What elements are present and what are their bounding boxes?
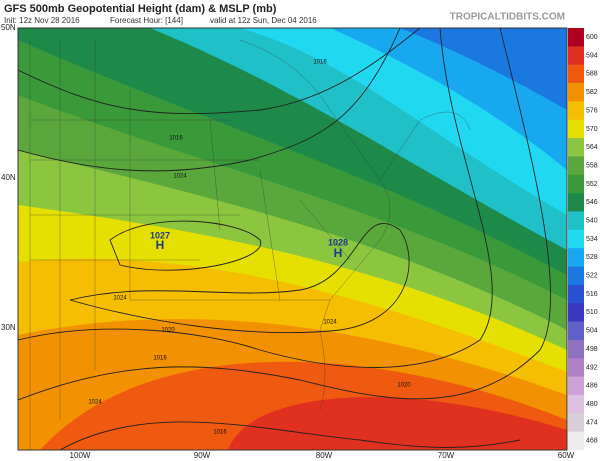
- colorbar-swatch: [568, 174, 584, 194]
- isobar-label: 1020: [161, 328, 175, 334]
- site: TROPICALTIDBITS.COM: [450, 12, 565, 23]
- isobar-label: 1016: [153, 356, 167, 362]
- band: [228, 397, 567, 450]
- colorbar-label: 504: [586, 328, 598, 335]
- colorbar-label: 582: [586, 89, 598, 96]
- colorbar-label: 468: [586, 438, 598, 445]
- colorbar-swatch: [568, 46, 584, 65]
- high-pressure: 1028: [328, 237, 348, 247]
- high-symbol: H: [156, 238, 165, 252]
- colorbar-swatch: [568, 193, 584, 212]
- colorbar-swatch: [568, 376, 584, 396]
- isobar-label: 1024: [113, 296, 127, 302]
- colorbar-swatch: [568, 394, 584, 414]
- title: GFS 500mb Geopotential Height (dam) & MS…: [4, 3, 277, 15]
- colorbar-label: 588: [586, 71, 598, 78]
- colorbar-swatch: [568, 156, 584, 176]
- high-pressure: 1027: [150, 230, 170, 240]
- colorbar-swatch: [568, 211, 584, 231]
- lon-label: 80W: [316, 451, 333, 460]
- colorbar: 600 594 588 582 576 570 564 558 552 546 540 534 528 5…: [568, 28, 598, 451]
- height-field: [18, 28, 567, 450]
- map-frame: [17, 27, 568, 451]
- colorbar-label: 492: [586, 364, 598, 371]
- isobar-label: 1016: [169, 136, 183, 142]
- lon-label: 90W: [194, 451, 211, 460]
- longitude-labels: 100W 90W 80W 70W 60W: [70, 451, 575, 460]
- colorbar-label: 576: [586, 107, 598, 114]
- lon-label: 70W: [438, 451, 455, 460]
- colorbar-label: 498: [586, 346, 598, 353]
- isobar-label: 1024: [88, 400, 102, 406]
- colorbar-label: 564: [586, 144, 598, 151]
- colorbar-label: 534: [586, 236, 598, 243]
- isobar-labels: 1016 1016 1024 1024 1024 1020 1016 1024 1020 1016: [88, 60, 411, 436]
- colorbar-swatch: [568, 229, 584, 249]
- colorbar-label: 480: [586, 401, 598, 408]
- colorbar-swatch: [568, 303, 584, 322]
- colorbar-label: 510: [586, 309, 598, 316]
- init: Init: 12z Nov 28 2016: [4, 16, 80, 25]
- colorbar-label: 552: [586, 181, 598, 188]
- isobar: [109, 220, 262, 271]
- colorbar-label: 474: [586, 419, 598, 426]
- high-symbol: H: [334, 246, 343, 260]
- isobar: [18, 28, 421, 115]
- colorbar-swatch: [568, 83, 584, 102]
- colorbar-label: 594: [586, 52, 598, 59]
- colorbar-label: 522: [586, 273, 598, 280]
- lat-label: 50N: [1, 23, 16, 32]
- colorbar-swatch: [568, 138, 584, 157]
- colorbar-label: 516: [586, 291, 598, 298]
- colorbar-label: 486: [586, 383, 598, 390]
- isobar: [18, 28, 493, 368]
- isobar: [18, 28, 552, 401]
- lat-label: 30N: [1, 323, 16, 332]
- isobar-label: 1024: [323, 320, 337, 326]
- colorbar-label: 558: [586, 162, 598, 169]
- colorbar-swatch: [568, 266, 584, 286]
- colorbar-label: 570: [586, 126, 598, 133]
- colorbar-label: 540: [586, 217, 598, 224]
- lat-label: 40N: [1, 173, 16, 182]
- colorbar-swatch: [568, 248, 584, 267]
- isobar: [18, 28, 401, 172]
- lon-label: 60W: [558, 451, 575, 460]
- colorbar-swatch: [568, 339, 584, 359]
- colorbar-label: 546: [586, 199, 598, 206]
- isobar-label: 1024: [173, 174, 187, 180]
- latitude-labels: 50N 40N 30N: [1, 23, 16, 332]
- colorbar-swatch: [568, 431, 584, 451]
- isobar: [69, 222, 410, 334]
- colorbar-swatch: [568, 321, 584, 341]
- colorbar-label: 600: [586, 34, 598, 41]
- forecast-hour: Forecast Hour: [144]: [110, 16, 183, 25]
- isobar: [59, 421, 521, 450]
- isobar-label: 1016: [313, 60, 327, 66]
- colorbar-swatch: [568, 358, 584, 377]
- colorbar-swatch: [568, 64, 584, 84]
- colorbar-swatch: [568, 28, 584, 47]
- isobar-label: 1016: [213, 430, 227, 436]
- isobar-label: 1020: [397, 383, 411, 389]
- colorbar-swatch: [568, 284, 584, 304]
- state-borders: [29, 39, 471, 450]
- colorbar-label: 528: [586, 254, 598, 261]
- colorbar-swatch: [568, 413, 584, 432]
- colorbar-swatch: [568, 119, 584, 139]
- valid-time: valid at 12z Sun, Dec 04 2016: [210, 16, 317, 25]
- colorbar-swatch: [568, 101, 584, 121]
- lon-label: 100W: [70, 451, 91, 460]
